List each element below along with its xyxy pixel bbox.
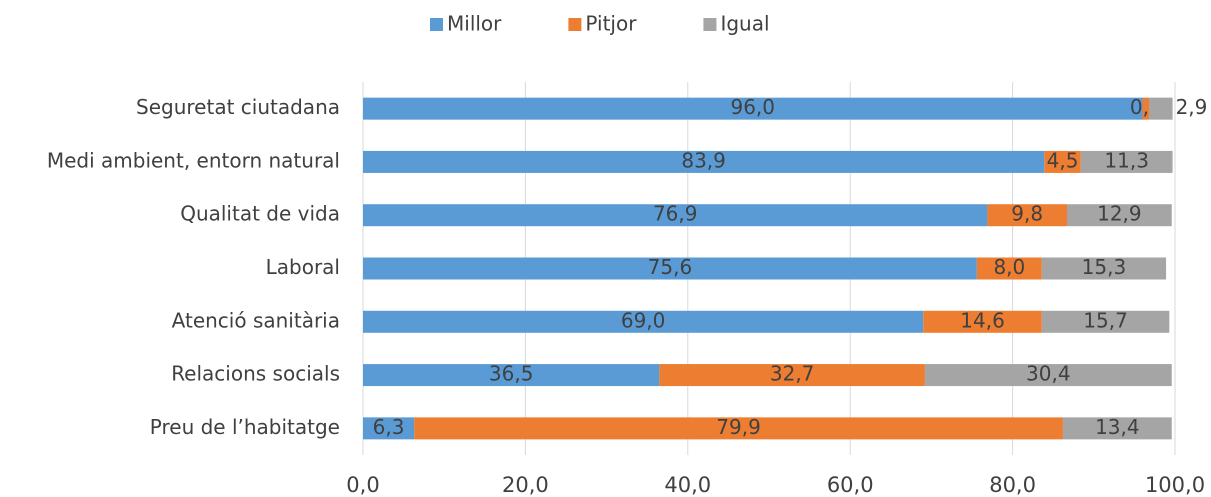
bar-segment — [363, 310, 924, 333]
bar-segment — [987, 204, 1068, 227]
data-label: 75,6 — [648, 255, 693, 279]
data-label: 79,9 — [716, 415, 761, 439]
legend-swatch — [568, 18, 582, 31]
bar-segment — [363, 204, 988, 227]
data-label: 2,9 — [1176, 95, 1208, 119]
bar-segment — [1041, 310, 1170, 333]
y-tick-label: Relacions socials — [171, 362, 340, 386]
bar-segment — [363, 257, 977, 280]
y-tick-label: Medi ambient, entorn natural — [47, 148, 340, 172]
data-label: 9,8 — [1011, 202, 1043, 226]
data-label: 32,7 — [770, 362, 815, 386]
legend-swatch — [703, 18, 717, 31]
bar-segment — [363, 97, 1143, 120]
data-label: 11,3 — [1104, 148, 1149, 172]
data-label: 13,4 — [1095, 415, 1140, 439]
bar-segment — [1067, 204, 1172, 227]
bar-segment — [923, 310, 1042, 333]
data-label: 4,5 — [1047, 148, 1079, 172]
bar-segment — [659, 364, 925, 387]
bar-segment — [363, 150, 1045, 173]
bar-segment — [1041, 257, 1167, 280]
bar-segment — [363, 417, 415, 440]
bar-segment — [924, 364, 1172, 387]
legend-label: Igual — [720, 12, 769, 36]
bar-segment — [1149, 97, 1173, 120]
y-tick-label: Atenció sanitària — [172, 308, 340, 332]
x-tick-label: 80,0 — [989, 473, 1036, 497]
data-label: 15,7 — [1083, 308, 1128, 332]
data-label: 8,0 — [993, 255, 1025, 279]
bar-segment — [1142, 97, 1150, 120]
bar-segment — [1062, 417, 1172, 440]
bar-segment — [414, 417, 1063, 440]
y-tick-label: Laboral — [266, 255, 340, 279]
x-tick-label: 0,0 — [346, 473, 379, 497]
x-tick-label: 60,0 — [827, 473, 874, 497]
data-label: 15,3 — [1082, 255, 1127, 279]
bar-segment — [976, 257, 1042, 280]
legend-label: Pitjor — [585, 12, 637, 36]
legend-swatch — [430, 18, 443, 31]
data-label: 96,0 — [730, 95, 775, 119]
data-label: 36,5 — [489, 362, 534, 386]
y-tick-label: Qualitat de vida — [180, 202, 340, 226]
bar-segment — [1080, 150, 1173, 173]
data-label: 83,9 — [681, 148, 726, 172]
bar-segment — [363, 364, 660, 387]
data-label: 6,3 — [373, 415, 405, 439]
data-label: 69,0 — [621, 308, 666, 332]
data-label: 76,9 — [653, 202, 698, 226]
y-tick-label: Seguretat ciutadana — [136, 95, 340, 119]
x-tick-label: 40,0 — [664, 473, 711, 497]
data-label: 14,6 — [960, 308, 1005, 332]
legend-label: Millor — [447, 12, 502, 36]
x-tick-label: 20,0 — [502, 473, 549, 497]
bar-segment — [1044, 150, 1081, 173]
y-tick-label: Preu de l’habitatge — [150, 415, 340, 439]
x-tick-label: 100,0 — [1145, 473, 1205, 497]
data-label: 12,9 — [1097, 202, 1142, 226]
data-label: 30,4 — [1026, 362, 1071, 386]
